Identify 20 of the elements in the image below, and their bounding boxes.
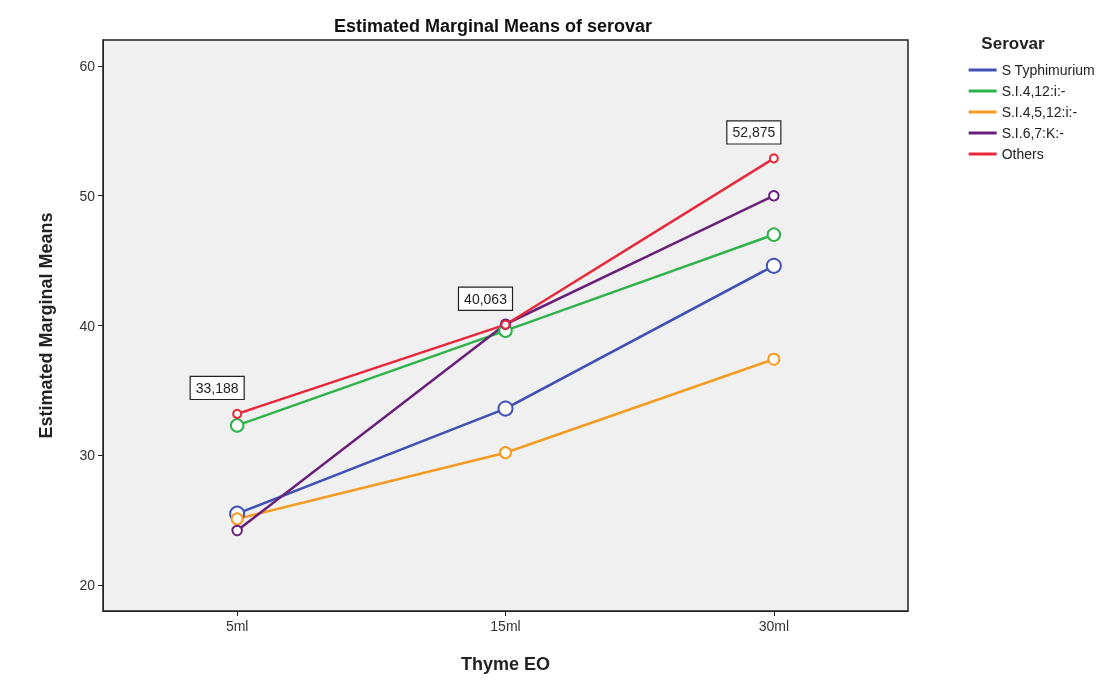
x-tick-label: 5ml [225, 618, 249, 634]
legend-label: Others [1001, 146, 1044, 162]
annotation: 52,875 [732, 124, 776, 141]
annotation: 33,188 [195, 379, 239, 396]
legend-label: S.I.4,12:i:- [1001, 83, 1066, 99]
legend-label: S.I.6,7:K:- [1001, 125, 1065, 141]
y-tick-label: 20 [79, 577, 96, 594]
x-axis-title: Thyme EO [460, 654, 551, 674]
chart-title: Estimated Marginal Means of serovar [333, 16, 653, 36]
x-tick-label: 15ml [490, 618, 521, 634]
annotation: 40,063 [464, 290, 508, 307]
y-axis-title: Estimated Marginal Means [36, 212, 56, 439]
y-tick-label: 30 [79, 447, 96, 464]
y-tick-label: 50 [79, 187, 96, 204]
x-tick-label: 30ml [758, 618, 790, 634]
y-tick-label: 40 [79, 317, 96, 334]
legend-title: Serovar [981, 34, 1046, 53]
legend-label: S.I.4,5,12:i:- [1001, 104, 1078, 120]
y-tick-label: 60 [79, 57, 96, 74]
legend-label: S Typhimurium [1001, 62, 1095, 78]
